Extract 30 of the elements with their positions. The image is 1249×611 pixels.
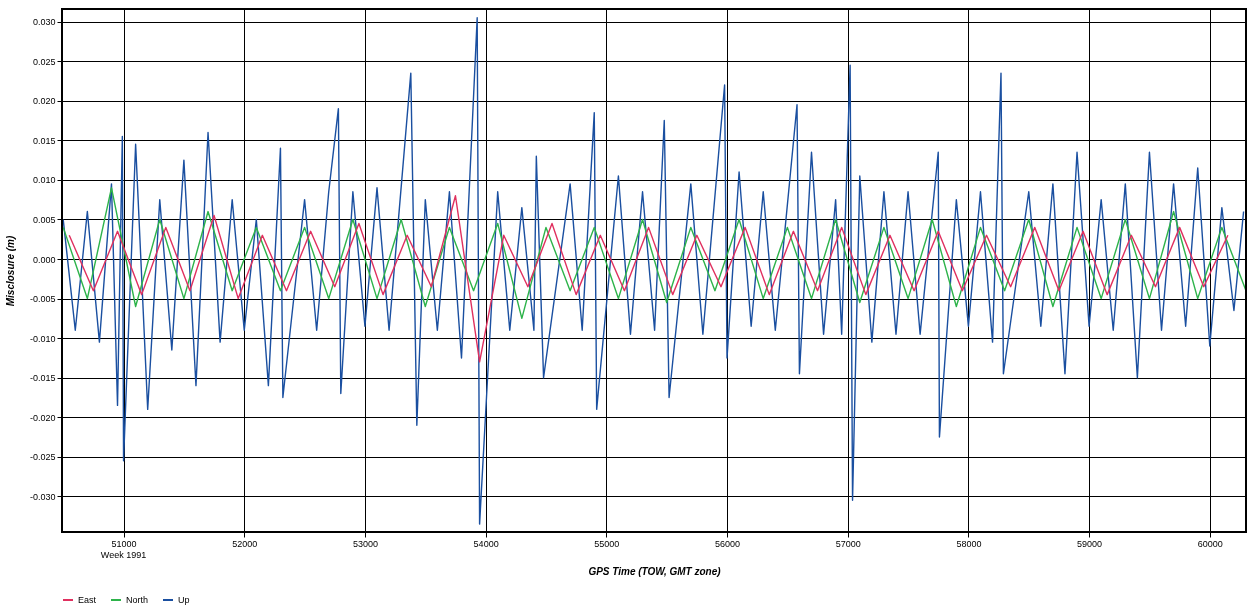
x-tick-label: 53000 — [352, 538, 378, 549]
x-axis-title: GPS Time (TOW, GMT zone) — [588, 565, 722, 577]
x-tick-label: 56000 — [715, 538, 741, 549]
x-tick-label: 52000 — [232, 538, 258, 549]
y-tick-label: 0.010 — [32, 175, 56, 186]
x-tick-label: 55000 — [594, 538, 620, 549]
y-tick-label: 0.025 — [32, 56, 56, 67]
x-tick-label: 57000 — [835, 538, 861, 549]
y-tick-label: 0.005 — [32, 214, 56, 225]
line-series — [68, 195, 1229, 363]
legend-label: East — [78, 595, 97, 605]
x-tick-label: 60000 — [1197, 538, 1223, 549]
y-tick-label: 0.030 — [32, 17, 56, 28]
y-tick-label: -0.025 — [29, 452, 56, 463]
x-tick-label: 59000 — [1077, 538, 1103, 549]
legend-label: North — [126, 595, 149, 605]
y-tick-label: 0.015 — [32, 135, 56, 146]
y-tick-label: 0.020 — [32, 96, 56, 107]
legend-label: Up — [178, 595, 190, 605]
y-tick-label: -0.010 — [29, 333, 56, 344]
x-tick-label: 54000 — [473, 538, 499, 549]
y-tick-label: -0.015 — [29, 373, 56, 384]
x-tick-label: 58000 — [956, 538, 982, 549]
y-tick-label: -0.030 — [29, 491, 56, 502]
y-tick-label: -0.005 — [29, 294, 56, 305]
y-tick-label: -0.020 — [29, 412, 56, 423]
text: Week 1991 — [100, 550, 147, 560]
y-axis-title: Misclosure (m) — [4, 235, 16, 307]
x-tick-label: 51000 — [111, 538, 137, 549]
y-tick-label: 0.000 — [32, 254, 56, 265]
